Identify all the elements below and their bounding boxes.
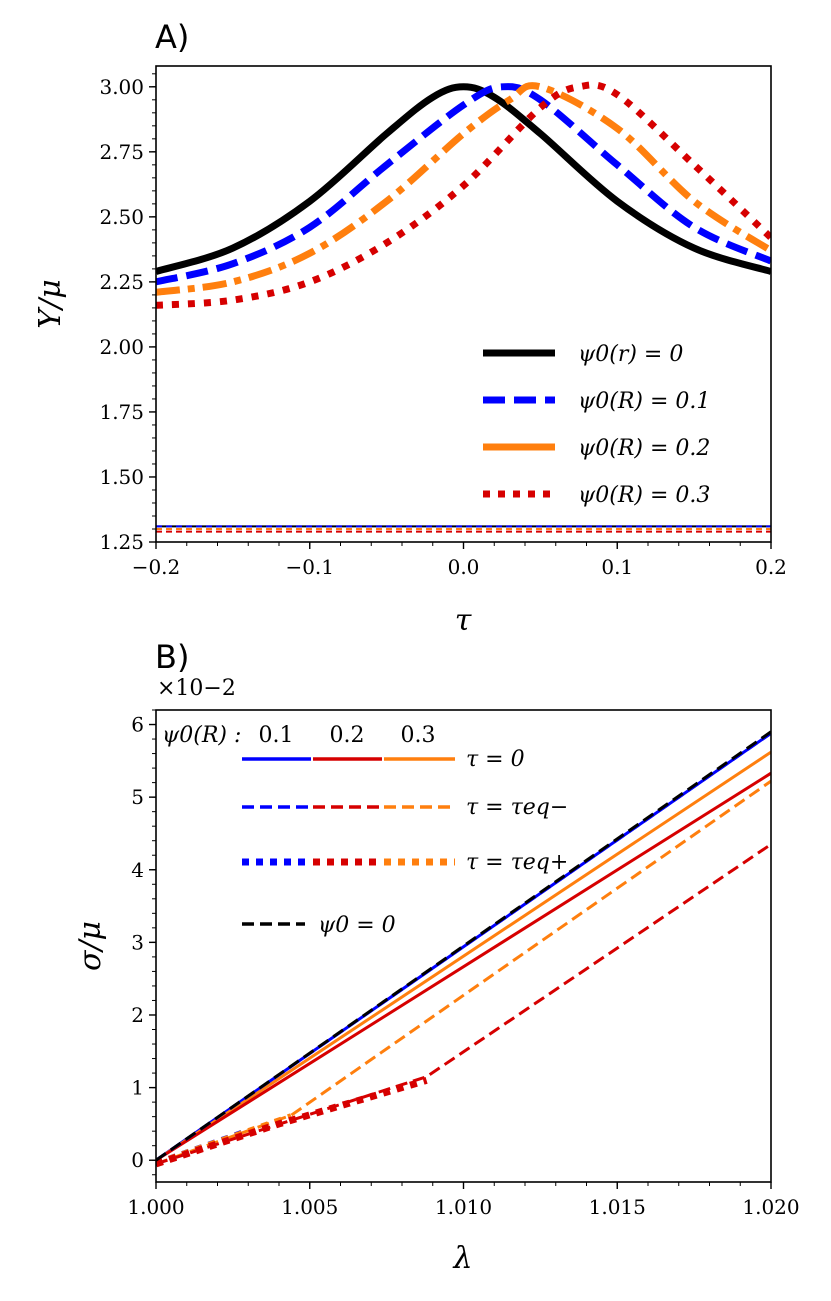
panel-b-plot-area (156, 730, 771, 1168)
x-tick-label: −0.1 (285, 555, 334, 579)
legend-label-psi0-0.3: ψ0(R) = 0.3 (578, 483, 710, 508)
panel-a: A) −0.2 −0.1 0.0 0.1 0.2 1.25 1.50 1.75 2.00 2.2… (33, 18, 787, 638)
legend-row-tau0: τ = 0 (466, 747, 525, 772)
panel-a-x-label: τ (455, 603, 472, 638)
x-tick-label: 1.005 (281, 1195, 338, 1219)
legend-value-0.3: 0.3 (401, 723, 436, 748)
legend-row-psi0-zero: ψ0 = 0 (318, 913, 396, 938)
y-tick-label: 1.50 (99, 465, 144, 489)
panel-b-scale-note: ×10−2 (157, 676, 236, 701)
panel-a-label: A) (155, 18, 189, 56)
panel-a-y-label: Y/μ (33, 279, 68, 328)
panel-b-y-label: σ/μ (73, 921, 108, 971)
x-tick-label: 0.2 (755, 555, 787, 579)
y-tick-label: 0 (131, 1148, 144, 1172)
panel-a-x-ticks: −0.2 −0.1 0.0 0.1 0.2 (132, 542, 787, 579)
y-tick-label: 2.50 (99, 205, 144, 229)
series-line-b-2 (156, 771, 771, 1162)
y-tick-label: 4 (131, 858, 144, 882)
y-tick-label: 2.25 (99, 270, 144, 294)
panel-b-x-ticks: 1.000 1.005 1.010 1.015 1.020 (127, 1182, 800, 1219)
legend-row-taueqminus: τ = τeq− (466, 795, 568, 820)
legend-value-0.1: 0.1 (259, 723, 294, 748)
series-line-a-2 (156, 82, 771, 296)
legend-label-psi0-zero: ψ0(r) = 0 (578, 342, 683, 367)
panel-b-legend: ψ0(R) : 0.1 0.2 0.3 τ = 0 τ = τeq− τ = τ… (162, 723, 568, 938)
series-line-a-0 (156, 83, 771, 275)
panel-a-plot-area (156, 81, 771, 533)
x-tick-label: 1.010 (435, 1195, 492, 1219)
series-line-b-4 (156, 843, 771, 1166)
panel-b: B) ×10−2 1.000 1.005 1.010 1.015 1.020 0 1 2 3 4… (73, 638, 800, 1276)
series-line-b-1 (156, 750, 771, 1162)
legend-label-psi0-0.1: ψ0(R) = 0.1 (578, 389, 710, 414)
series-line-b-8 (156, 1076, 428, 1168)
y-tick-label: 1.75 (99, 400, 144, 424)
x-tick-label: 0.0 (448, 555, 480, 579)
y-tick-label: 3.00 (99, 75, 144, 99)
panel-a-legend: ψ0(r) = 0 ψ0(R) = 0.1 ψ0(R) = 0.2 ψ0(R) … (483, 342, 710, 508)
legend-row-taueqplus: τ = τeq+ (466, 850, 568, 875)
legend-header-psi0R: ψ0(R) : (162, 723, 241, 748)
panel-b-x-label: λ (452, 1241, 472, 1276)
series-line-a-3 (156, 81, 771, 309)
legend-label-psi0-0.2: ψ0(R) = 0.2 (578, 436, 710, 461)
series-line-a-1 (156, 83, 771, 286)
y-tick-label: 2.75 (99, 140, 144, 164)
x-tick-label: −0.2 (132, 555, 181, 579)
panel-b-y-ticks: 0 1 2 3 4 5 6 (131, 709, 156, 1176)
panel-b-label: B) (155, 638, 189, 676)
y-tick-label: 5 (131, 785, 144, 809)
panel-a-y-ticks: 1.25 1.50 1.75 2.00 2.25 2.50 2.75 3.00 (99, 73, 156, 554)
y-tick-label: 3 (131, 930, 144, 954)
x-tick-label: 1.015 (589, 1195, 646, 1219)
y-tick-label: 2.00 (99, 335, 144, 359)
y-tick-label: 1 (131, 1076, 144, 1100)
legend-value-0.2: 0.2 (330, 723, 365, 748)
y-tick-label: 1.25 (99, 530, 144, 554)
x-tick-label: 1.020 (742, 1195, 799, 1219)
y-tick-label: 2 (131, 1003, 144, 1027)
y-tick-label: 6 (131, 713, 144, 737)
series-line-b-3 (156, 779, 771, 1166)
x-tick-label: 1.000 (127, 1195, 184, 1219)
x-tick-label: 0.1 (601, 555, 633, 579)
